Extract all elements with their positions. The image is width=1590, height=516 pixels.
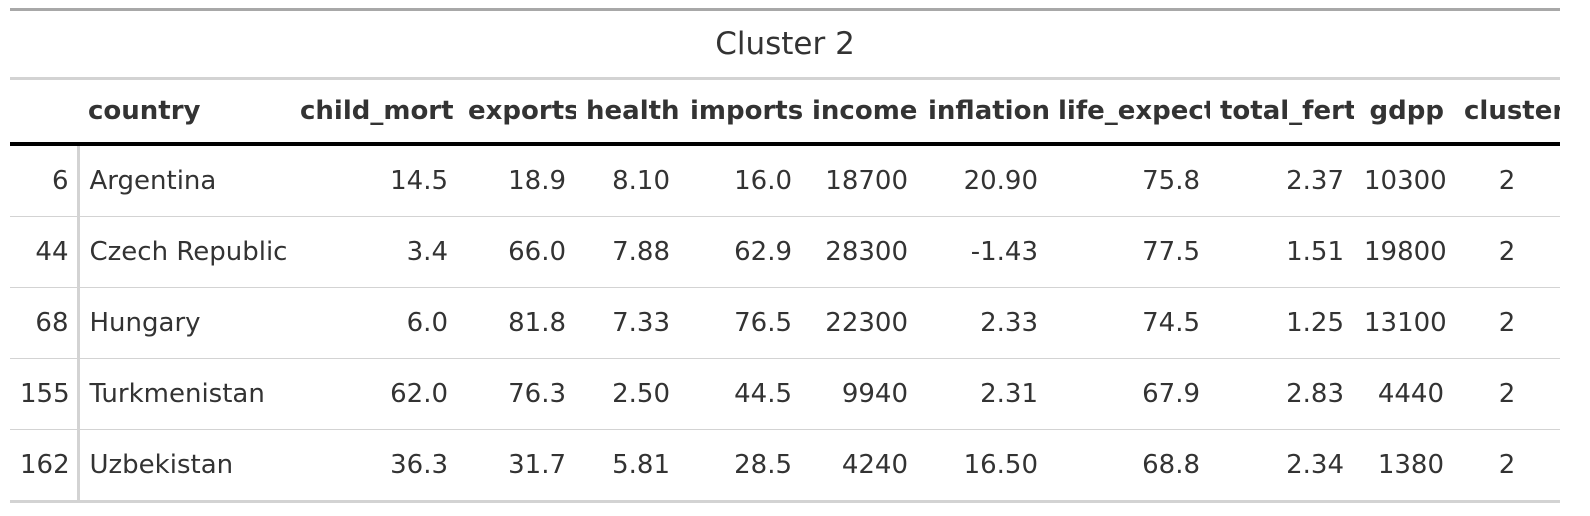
- cell-country: Uzbekistan: [78, 429, 290, 503]
- table-row: 44 Czech Republic 3.4 66.0 7.88 62.9 283…: [10, 216, 1560, 288]
- cell-gdpp: 1380: [1354, 429, 1454, 503]
- table-row: 6 Argentina 14.5 18.9 8.10 16.0 18700 20…: [10, 144, 1560, 217]
- cell-imports: 76.5: [680, 287, 802, 359]
- cell-gdpp: 10300: [1354, 144, 1454, 217]
- cell-imports: 16.0: [680, 144, 802, 217]
- cell-inflation: 2.31: [918, 358, 1048, 430]
- cell-cluster: 2: [1454, 287, 1560, 359]
- header-imports: imports: [680, 80, 802, 146]
- cell-imports: 62.9: [680, 216, 802, 288]
- cell-income: 18700: [802, 144, 918, 217]
- cell-income: 22300: [802, 287, 918, 359]
- cell-inflation: -1.43: [918, 216, 1048, 288]
- cell-exports: 66.0: [458, 216, 576, 288]
- cell-life-expect: 74.5: [1048, 287, 1210, 359]
- cell-total-fert: 2.34: [1210, 429, 1354, 503]
- header-row: country child_mort exports health import…: [10, 80, 1560, 146]
- cell-life-expect: 67.9: [1048, 358, 1210, 430]
- cell-income: 28300: [802, 216, 918, 288]
- data-table-container: Cluster 2 country child_mort exports hea…: [10, 8, 1560, 503]
- cell-life-expect: 77.5: [1048, 216, 1210, 288]
- cell-cluster: 2: [1454, 429, 1560, 503]
- cell-cluster: 2: [1454, 216, 1560, 288]
- table-row: 68 Hungary 6.0 81.8 7.33 76.5 22300 2.33…: [10, 287, 1560, 359]
- row-number: 155: [10, 358, 80, 430]
- cell-cluster: 2: [1454, 358, 1560, 430]
- cell-gdpp: 13100: [1354, 287, 1454, 359]
- header-income: income: [802, 80, 918, 146]
- cell-exports: 81.8: [458, 287, 576, 359]
- header-inflation: inflation: [918, 80, 1048, 146]
- cell-life-expect: 75.8: [1048, 144, 1210, 217]
- cell-health: 7.33: [576, 287, 680, 359]
- cluster-table: Cluster 2 country child_mort exports hea…: [10, 8, 1560, 503]
- header-cluster: cluster: [1454, 80, 1560, 146]
- cell-exports: 31.7: [458, 429, 576, 503]
- cell-imports: 28.5: [680, 429, 802, 503]
- cell-child-mort: 62.0: [290, 358, 458, 430]
- row-number: 44: [10, 216, 80, 288]
- cell-cluster: 2: [1454, 144, 1560, 217]
- cell-child-mort: 36.3: [290, 429, 458, 503]
- cell-health: 8.10: [576, 144, 680, 217]
- cell-inflation: 16.50: [918, 429, 1048, 503]
- row-number: 162: [10, 429, 80, 503]
- header-gdpp: gdpp: [1354, 80, 1454, 146]
- cell-health: 7.88: [576, 216, 680, 288]
- table-row: 162 Uzbekistan 36.3 31.7 5.81 28.5 4240 …: [10, 429, 1560, 503]
- cell-income: 4240: [802, 429, 918, 503]
- row-number: 68: [10, 287, 80, 359]
- cell-total-fert: 1.25: [1210, 287, 1354, 359]
- cell-total-fert: 2.37: [1210, 144, 1354, 217]
- header-health: health: [576, 80, 680, 146]
- cell-exports: 76.3: [458, 358, 576, 430]
- cell-total-fert: 1.51: [1210, 216, 1354, 288]
- cell-country: Argentina: [78, 144, 290, 217]
- cell-country: Hungary: [78, 287, 290, 359]
- cell-child-mort: 3.4: [290, 216, 458, 288]
- header-child-mort: child_mort: [290, 80, 458, 146]
- header-rowname: [10, 80, 78, 146]
- cell-income: 9940: [802, 358, 918, 430]
- cell-inflation: 2.33: [918, 287, 1048, 359]
- cell-health: 2.50: [576, 358, 680, 430]
- table-title: Cluster 2: [10, 8, 1560, 80]
- row-number: 6: [10, 144, 80, 217]
- table-row: 155 Turkmenistan 62.0 76.3 2.50 44.5 994…: [10, 358, 1560, 430]
- header-total-fert: total_fert: [1210, 80, 1354, 146]
- cell-gdpp: 19800: [1354, 216, 1454, 288]
- cell-total-fert: 2.83: [1210, 358, 1354, 430]
- cell-child-mort: 14.5: [290, 144, 458, 217]
- cell-life-expect: 68.8: [1048, 429, 1210, 503]
- cell-country: Turkmenistan: [78, 358, 290, 430]
- header-exports: exports: [458, 80, 576, 146]
- cell-health: 5.81: [576, 429, 680, 503]
- cell-inflation: 20.90: [918, 144, 1048, 217]
- cell-child-mort: 6.0: [290, 287, 458, 359]
- cell-gdpp: 4440: [1354, 358, 1454, 430]
- cell-exports: 18.9: [458, 144, 576, 217]
- header-country: country: [78, 80, 290, 146]
- cell-imports: 44.5: [680, 358, 802, 430]
- cell-country: Czech Republic: [78, 216, 290, 288]
- header-life-expect: life_expect: [1048, 80, 1210, 146]
